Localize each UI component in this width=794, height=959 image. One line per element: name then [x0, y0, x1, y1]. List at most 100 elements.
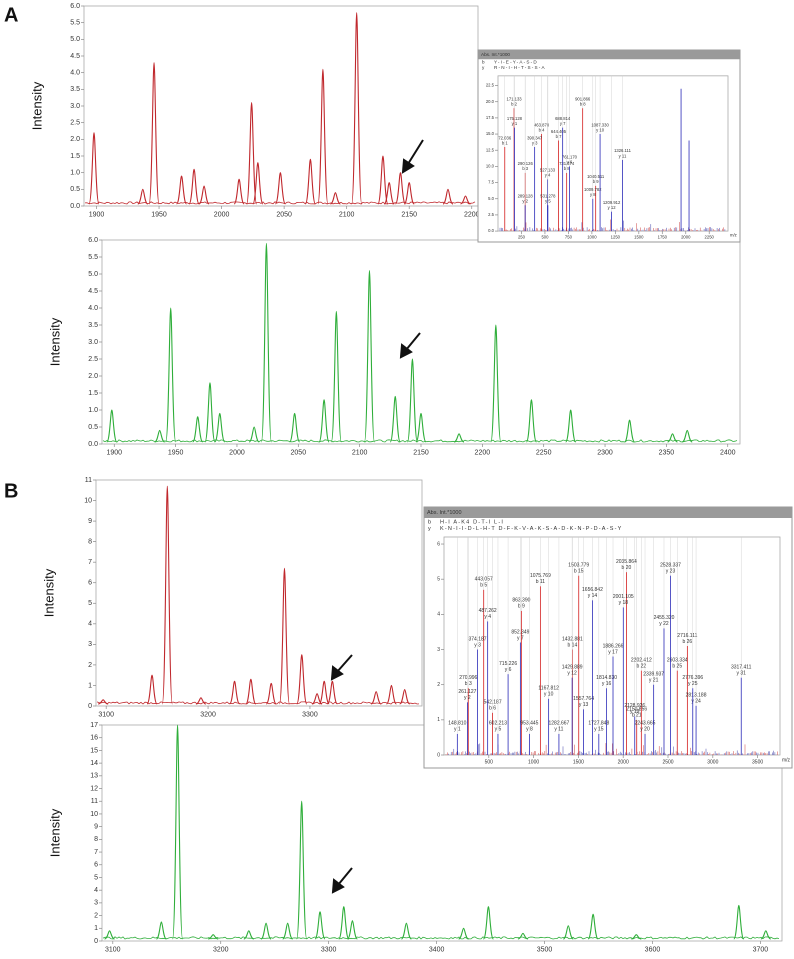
x-tick-label: 3200 — [200, 711, 216, 718]
peak — [517, 932, 529, 940]
y-tick-label: 5.0 — [488, 196, 494, 201]
y-tick-label: 11 — [91, 798, 98, 805]
peak — [377, 155, 389, 205]
inset-title: Abs. Int.*1000 — [481, 52, 510, 57]
peak — [760, 930, 771, 940]
y-tick-label: 17.5 — [486, 115, 495, 120]
ion-mass: 2455.320 — [654, 615, 675, 621]
ion-name: b 1 — [502, 140, 508, 145]
ion-mass: 1075.769 — [530, 573, 551, 579]
y-tick-label: 8 — [94, 836, 98, 843]
y-tick-label: 0.0 — [70, 203, 80, 210]
peak — [318, 399, 330, 443]
y-tick-label: 5.5 — [70, 20, 80, 27]
ion-mass: 531.278 — [540, 193, 556, 198]
peak — [278, 567, 291, 705]
y-tick-label: 12.5 — [486, 147, 495, 152]
y-tick-label: 2 — [437, 682, 440, 688]
y-tick-label: 2.0 — [88, 373, 98, 380]
ion-name: y 22 — [659, 621, 669, 627]
x-tick-label: 3300 — [321, 946, 337, 953]
ion-name: y 7 — [517, 635, 524, 641]
ion-name: y 14 — [588, 593, 598, 599]
y-tick-label: 8 — [88, 538, 92, 545]
ion-mass: 852.349 — [511, 629, 529, 635]
peak — [587, 913, 599, 940]
y-tick-label: 15 — [90, 747, 98, 754]
y-tick-label: 1.5 — [88, 390, 98, 397]
y-tick-label: 4 — [88, 621, 92, 628]
y-tick-label: 5.0 — [88, 271, 98, 278]
ion-name: y 5 — [495, 727, 502, 733]
x-tick-label: 1900 — [89, 211, 105, 218]
ion-name: y 6 — [567, 160, 573, 165]
peak — [195, 697, 207, 705]
ion-mass: 463.878 — [534, 122, 550, 127]
ion-name: y 1 — [454, 727, 461, 733]
ion-mass: 1040.511 — [587, 174, 605, 179]
series-name: y — [482, 65, 485, 70]
ion-mass: 270.996 — [459, 675, 477, 681]
peak — [314, 911, 326, 940]
y-axis-label: Intensity — [47, 317, 62, 366]
x-tick-label: 2200 — [475, 449, 491, 456]
ion-name: b 4 — [539, 127, 545, 132]
ion-mass: 261.127 — [458, 689, 476, 695]
ion-name: y 18 — [619, 600, 629, 606]
peak — [165, 307, 177, 443]
ion-name: b 21 — [632, 713, 642, 719]
ion-mass: 2128.926 — [624, 703, 645, 709]
peak — [563, 925, 574, 940]
ion-name: b 3 — [522, 166, 528, 171]
peak — [317, 68, 329, 205]
sequence: H-I A-K4 D-T-I L-I — [440, 519, 504, 525]
peak — [667, 433, 678, 443]
x-tick-label: 2150 — [401, 211, 417, 218]
x-tick-label: 2250 — [536, 449, 552, 456]
x-tick-label: 3300 — [302, 711, 318, 718]
ion-name: y 8 — [526, 727, 533, 733]
peak — [248, 426, 260, 443]
x-tick-label: 1000 — [528, 759, 539, 765]
ion-name: y 6 — [505, 667, 512, 673]
ion-name: y 25 — [688, 681, 698, 687]
y-tick-label: 11 — [85, 477, 92, 484]
peak — [403, 182, 415, 205]
y-tick-label: 3 — [94, 900, 98, 907]
peak — [229, 680, 241, 705]
y-tick-label: 5 — [88, 600, 92, 607]
x-tick-label: 1000 — [587, 235, 597, 240]
ion-mass: 1814.830 — [596, 675, 617, 681]
y-tick-label: 2 — [94, 912, 98, 919]
peak — [106, 409, 118, 443]
ion-mass: 390.347 — [527, 135, 543, 140]
y-tick-label: 4 — [94, 887, 98, 894]
x-tick-label: 2000 — [229, 449, 245, 456]
y-tick-label: 2.0 — [70, 136, 80, 143]
ion-mass: 1209.912 — [603, 200, 621, 205]
arrow-head — [330, 665, 344, 681]
peak — [565, 409, 577, 443]
ion-name: y 12 — [567, 670, 577, 676]
series-name: b — [482, 60, 485, 65]
x-tick-label: 3100 — [105, 946, 121, 953]
y-tick-label: 5.0 — [70, 36, 80, 43]
peak — [385, 684, 397, 705]
x-tick-label: 2000 — [214, 211, 230, 218]
ion-mass: 443.057 — [475, 577, 493, 583]
ion-mass: 688.814 — [555, 116, 571, 121]
x-tick-label: 1900 — [106, 449, 122, 456]
x-tick-label: 2400 — [720, 449, 736, 456]
y-tick-label: 0.5 — [70, 186, 80, 193]
peak — [631, 934, 642, 940]
ion-mass: 2243.665 — [635, 721, 656, 727]
peak — [172, 724, 184, 940]
y-tick-label: 10 — [84, 497, 92, 504]
ion-name: b 25 — [672, 663, 682, 669]
x-tick-label: 3500 — [752, 759, 763, 765]
ion-mass: 542.187 — [484, 700, 502, 706]
x-tick-label: 2000 — [618, 759, 629, 765]
peak — [214, 412, 226, 443]
peak — [733, 904, 745, 940]
y-tick-label: 6 — [437, 541, 440, 547]
